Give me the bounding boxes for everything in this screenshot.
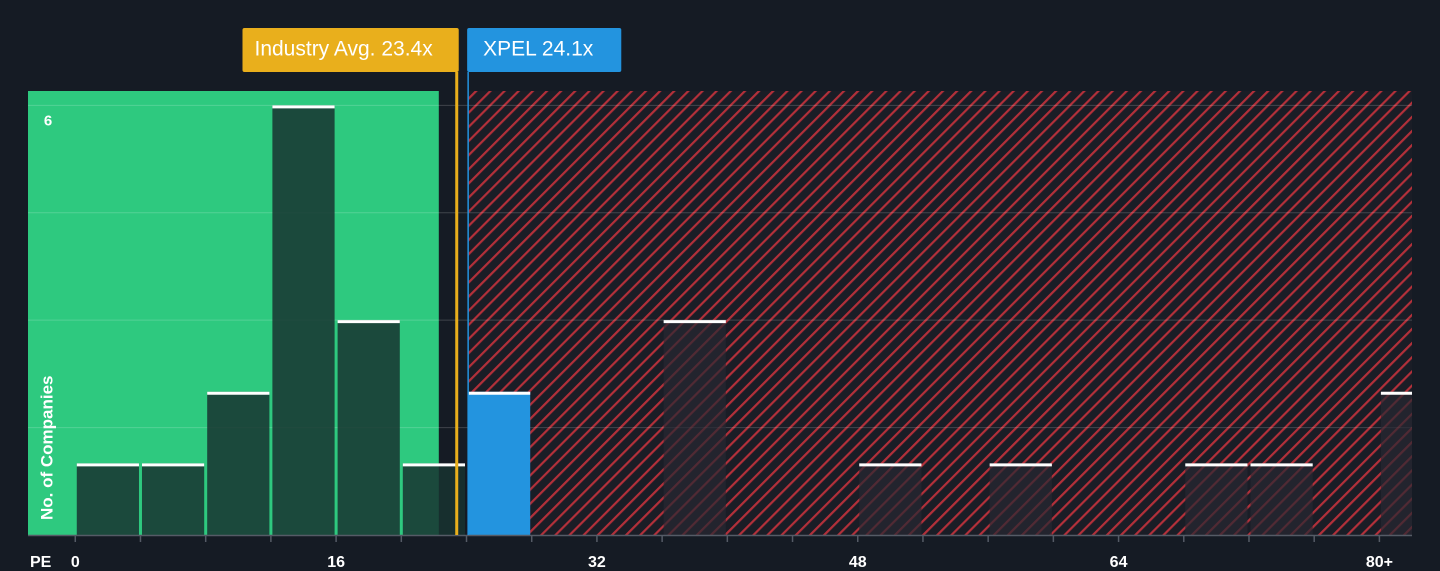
bar bbox=[663, 320, 726, 535]
bar bbox=[207, 391, 270, 535]
bar bbox=[859, 463, 922, 535]
bar bbox=[1380, 391, 1412, 535]
marker-label: Industry Avg. 23.4x bbox=[254, 38, 433, 61]
bar bbox=[468, 391, 531, 535]
bar bbox=[76, 463, 139, 535]
x-tick-label: 0 bbox=[71, 554, 80, 571]
x-tick-label: 80+ bbox=[1366, 554, 1393, 571]
marker-label: XPEL 24.1x bbox=[483, 38, 594, 61]
bar bbox=[272, 105, 335, 536]
bar bbox=[1250, 463, 1313, 535]
bar bbox=[989, 463, 1052, 535]
x-axis-label: PE bbox=[30, 554, 52, 571]
overvalued-zone bbox=[468, 91, 1412, 535]
x-tick-label: 32 bbox=[588, 554, 606, 571]
x-tick-label: 48 bbox=[849, 554, 867, 571]
marker-label-group: XPEL 24.1x bbox=[467, 28, 622, 72]
marker-label-box bbox=[467, 28, 622, 72]
x-tick-label: 16 bbox=[327, 554, 345, 571]
y-axis-label: No. of Companies bbox=[37, 375, 56, 520]
bar bbox=[402, 463, 466, 535]
x-tick-label: 64 bbox=[1110, 554, 1128, 571]
marker-label-group: Industry Avg. 23.4x bbox=[242, 28, 459, 72]
bar bbox=[337, 320, 400, 535]
bar bbox=[1185, 463, 1248, 535]
marker-label-box bbox=[242, 28, 459, 72]
y-tick-label: 6 bbox=[44, 112, 52, 129]
bar bbox=[141, 463, 205, 535]
